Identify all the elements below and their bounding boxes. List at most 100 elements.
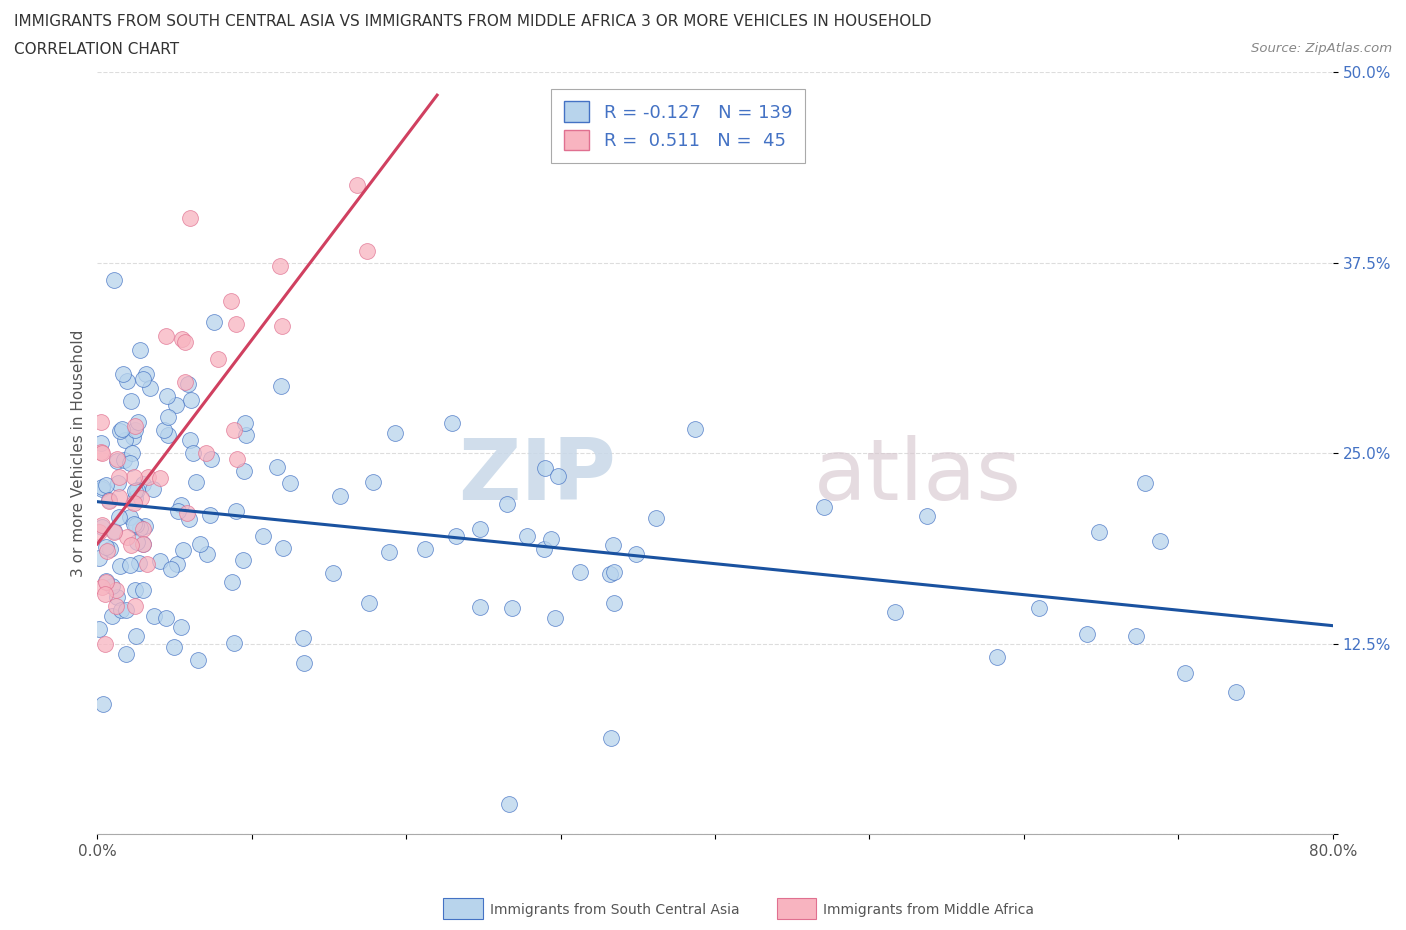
Point <box>132 582 155 597</box>
Point <box>120 393 142 408</box>
Point <box>127 415 149 430</box>
Point <box>94 586 117 601</box>
Point <box>87 551 110 565</box>
Point <box>1174 666 1197 681</box>
Point <box>167 504 190 519</box>
Point <box>222 635 245 650</box>
Point <box>163 640 186 655</box>
Point <box>179 512 201 527</box>
Point <box>188 537 211 551</box>
Point <box>1133 476 1156 491</box>
Point <box>124 491 146 506</box>
Point <box>91 445 114 460</box>
Point <box>329 488 352 503</box>
Point <box>219 294 242 309</box>
Point <box>468 599 491 614</box>
Point <box>122 517 145 532</box>
Point <box>96 573 118 588</box>
Point <box>569 565 592 579</box>
Point <box>165 397 187 412</box>
Point <box>114 432 136 447</box>
Point <box>534 460 557 475</box>
Point <box>115 603 138 618</box>
Point <box>120 558 142 573</box>
Point <box>291 631 314 645</box>
Point <box>115 530 138 545</box>
Point <box>124 582 146 597</box>
Point <box>115 646 138 661</box>
Point <box>198 508 221 523</box>
Point <box>90 445 112 459</box>
Point <box>152 422 174 437</box>
Point <box>132 536 155 551</box>
Point <box>98 494 121 509</box>
Point <box>91 481 114 496</box>
Point <box>917 509 939 524</box>
Text: Source: ZipAtlas.com: Source: ZipAtlas.com <box>1251 42 1392 55</box>
Point <box>232 464 254 479</box>
Point <box>90 436 112 451</box>
Point <box>599 730 621 745</box>
Point <box>129 490 152 505</box>
Point <box>105 451 128 466</box>
Point <box>105 599 128 614</box>
Point <box>207 352 229 366</box>
Point <box>90 519 112 534</box>
Point <box>112 453 135 468</box>
Point <box>160 561 183 576</box>
Legend: R = -0.127   N = 139, R =  0.511   N =  45: R = -0.127 N = 139, R = 0.511 N = 45 <box>551 88 804 163</box>
Point <box>128 555 150 570</box>
Point <box>101 578 124 593</box>
Point <box>533 541 555 556</box>
Point <box>129 521 152 536</box>
Point <box>624 547 647 562</box>
Point <box>986 649 1008 664</box>
Point <box>97 493 120 508</box>
Point <box>177 377 200 392</box>
Point <box>384 426 406 441</box>
Point <box>495 497 517 512</box>
Point <box>813 499 835 514</box>
Point <box>1087 525 1109 539</box>
Point <box>195 445 218 460</box>
Point <box>136 557 159 572</box>
Point <box>361 474 384 489</box>
Point <box>1076 626 1098 641</box>
Point <box>1149 533 1171 548</box>
Point <box>184 475 207 490</box>
Point <box>170 498 193 512</box>
Point <box>121 445 143 460</box>
Point <box>266 459 288 474</box>
Point <box>221 575 243 590</box>
Point <box>96 477 118 492</box>
Point <box>132 477 155 492</box>
Point <box>544 611 567 626</box>
Text: IMMIGRANTS FROM SOUTH CENTRAL ASIA VS IMMIGRANTS FROM MIDDLE AFRICA 3 OR MORE VE: IMMIGRANTS FROM SOUTH CENTRAL ASIA VS IM… <box>14 14 932 29</box>
Point <box>129 342 152 357</box>
Point <box>1028 601 1050 616</box>
Point <box>91 480 114 495</box>
Point <box>94 575 117 590</box>
Point <box>127 534 149 549</box>
Point <box>292 656 315 671</box>
Point <box>104 583 127 598</box>
Point <box>225 317 247 332</box>
Point <box>125 518 148 533</box>
Point <box>105 454 128 469</box>
Point <box>155 611 177 626</box>
Point <box>322 565 344 580</box>
Point <box>202 314 225 329</box>
Text: ZIP: ZIP <box>458 434 616 518</box>
Point <box>155 329 177 344</box>
Point <box>94 636 117 651</box>
Point <box>108 423 131 438</box>
Point <box>87 622 110 637</box>
Point <box>122 470 145 485</box>
Point <box>603 565 626 579</box>
Text: atlas: atlas <box>814 434 1022 518</box>
Point <box>683 421 706 436</box>
Point <box>103 525 125 539</box>
Point <box>540 532 562 547</box>
Y-axis label: 3 or more Vehicles in Household: 3 or more Vehicles in Household <box>72 329 86 577</box>
Point <box>200 452 222 467</box>
